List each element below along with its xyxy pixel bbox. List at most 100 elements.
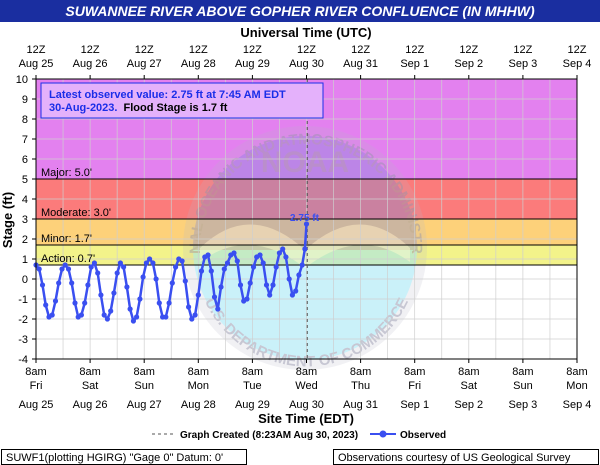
observed-point bbox=[293, 288, 299, 294]
observed-point bbox=[104, 316, 110, 322]
top-tick-time: 12Z bbox=[135, 44, 154, 56]
observed-point bbox=[289, 292, 295, 298]
x-tick-time: 8am bbox=[133, 366, 154, 378]
observed-point bbox=[169, 280, 175, 286]
observed-point bbox=[150, 260, 156, 266]
observed-point bbox=[280, 246, 286, 252]
observed-point bbox=[257, 252, 263, 258]
x-tick-day: Sun bbox=[513, 380, 533, 392]
observed-point bbox=[95, 270, 101, 276]
observed-point bbox=[137, 296, 143, 302]
observed-point bbox=[215, 306, 221, 312]
top-tick-date: Sep 1 bbox=[400, 58, 429, 70]
y-tick-label: 8 bbox=[22, 114, 28, 126]
observed-point bbox=[82, 300, 88, 306]
observed-point bbox=[179, 258, 185, 264]
observed-point bbox=[153, 276, 159, 282]
y-tick-label: 0 bbox=[22, 274, 28, 286]
x-tick-time: 8am bbox=[458, 366, 479, 378]
x-tick-date: Sep 1 bbox=[400, 399, 429, 411]
observed-point bbox=[218, 284, 224, 290]
observed-point bbox=[244, 296, 250, 302]
x-tick-day: Wed bbox=[295, 380, 317, 392]
observed-point bbox=[208, 268, 214, 274]
top-tick-date: Aug 29 bbox=[235, 58, 270, 70]
observed-point bbox=[263, 282, 270, 288]
top-tick-date: Aug 27 bbox=[127, 58, 162, 70]
observed-point bbox=[101, 312, 107, 318]
x-tick-time: 8am bbox=[25, 366, 46, 378]
y-tick-label: -4 bbox=[18, 354, 28, 366]
observed-point bbox=[211, 294, 218, 300]
top-tick-time: 12Z bbox=[297, 44, 316, 56]
observed-point bbox=[189, 316, 195, 322]
x-tick-date: Aug 28 bbox=[181, 399, 216, 411]
legend-observed-label: Observed bbox=[400, 430, 446, 441]
flood-category-lines: Action: 0.7' Minor: 1.7' Moderate: 3.0' Maj… bbox=[36, 167, 577, 266]
top-tick-time: 12Z bbox=[513, 44, 532, 56]
x-tick-time: 8am bbox=[79, 366, 100, 378]
observed-point bbox=[270, 282, 276, 288]
x-tick-date: Aug 30 bbox=[289, 399, 324, 411]
observed-point bbox=[267, 292, 273, 298]
x-tick-date: Sep 4 bbox=[563, 399, 592, 411]
observed-point bbox=[186, 304, 192, 310]
y-tick-label: 9 bbox=[22, 94, 28, 106]
observed-point bbox=[91, 260, 97, 266]
observed-point bbox=[143, 260, 149, 266]
bottom-axis-ticks: 8am Fri Aug 25 8am Sat Aug 26 8am Sun Aug 27 8am M… bbox=[19, 359, 592, 411]
y-tick-label: -2 bbox=[18, 314, 28, 326]
chart-title: SUWANNEE RIVER ABOVE GOPHER RIVER CONFLU… bbox=[65, 3, 535, 19]
top-tick-time: 12Z bbox=[405, 44, 424, 56]
x-tick-date: Sep 2 bbox=[454, 399, 483, 411]
observed-point bbox=[117, 260, 123, 266]
observed-point bbox=[62, 262, 68, 268]
observed-point bbox=[36, 266, 42, 272]
observed-point bbox=[205, 252, 211, 258]
observed-point bbox=[286, 276, 292, 282]
x-tick-time: 8am bbox=[566, 366, 587, 378]
observed-point bbox=[156, 300, 162, 306]
observed-point bbox=[121, 264, 127, 270]
observed-point bbox=[114, 270, 120, 276]
x-tick-time: 8am bbox=[296, 366, 317, 378]
observed-point bbox=[39, 282, 46, 288]
observed-point bbox=[273, 264, 279, 270]
x-tick-day: Sun bbox=[134, 380, 154, 392]
flood-label-moderate: Moderate: 3.0' bbox=[41, 207, 111, 219]
top-tick-date: Sep 3 bbox=[509, 58, 538, 70]
x-tick-time: 8am bbox=[404, 366, 425, 378]
x-tick-date: Sep 3 bbox=[509, 399, 538, 411]
flood-label-minor: Minor: 1.7' bbox=[41, 233, 92, 245]
latest-value-line2: 30-Aug-2023. Flood Stage is 1.7 ft bbox=[49, 102, 228, 114]
observed-point bbox=[296, 272, 302, 278]
observed-point bbox=[195, 292, 201, 298]
title-banner bbox=[0, 0, 600, 22]
x-tick-day: Thu bbox=[351, 380, 370, 392]
top-tick-date: Aug 26 bbox=[73, 58, 108, 70]
observed-point bbox=[303, 221, 310, 227]
observed-point bbox=[237, 282, 244, 288]
observed-point bbox=[299, 262, 305, 268]
seal-center-text: NOAA bbox=[261, 146, 349, 179]
observed-point bbox=[224, 260, 231, 266]
x-tick-date: Aug 26 bbox=[73, 399, 108, 411]
y-tick-label: 5 bbox=[22, 174, 28, 186]
observed-point bbox=[124, 284, 130, 290]
y-tick-label: -1 bbox=[18, 294, 28, 306]
top-axis-title: Universal Time (UTC) bbox=[240, 25, 371, 40]
x-tick-date: Aug 27 bbox=[127, 399, 162, 411]
observed-point bbox=[49, 312, 55, 318]
top-tick-time: 12Z bbox=[243, 44, 262, 56]
observed-point bbox=[166, 300, 172, 306]
observed-point bbox=[127, 306, 133, 312]
top-tick-time: 12Z bbox=[568, 44, 587, 56]
legend-created-label: Graph Created (8:23AM Aug 30, 2023) bbox=[180, 430, 358, 441]
observed-point bbox=[108, 308, 114, 314]
x-tick-day: Mon bbox=[188, 380, 209, 392]
observed-point bbox=[140, 274, 146, 280]
observed-point bbox=[147, 256, 153, 262]
observed-point bbox=[302, 246, 308, 252]
observed-point bbox=[85, 282, 91, 288]
